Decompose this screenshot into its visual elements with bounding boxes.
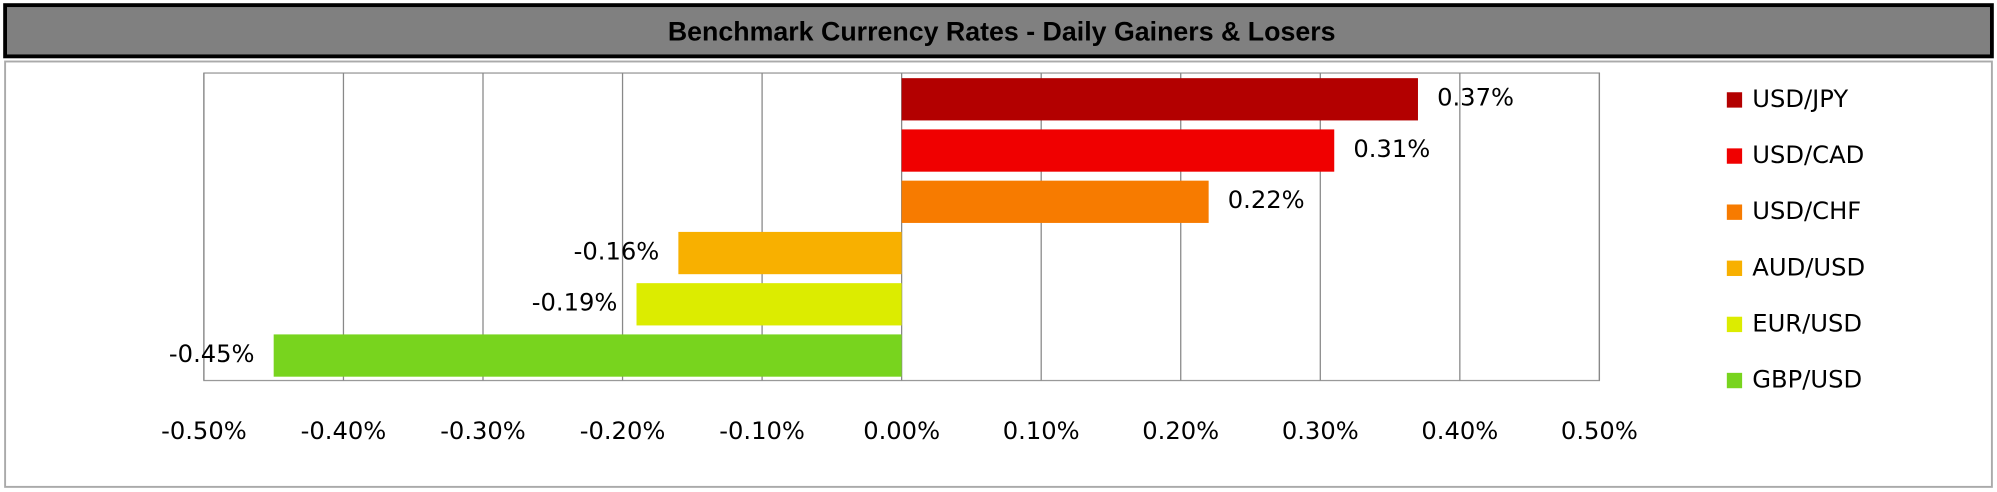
bar [678, 231, 902, 275]
x-tick-label: -0.40% [301, 416, 387, 445]
chart-title: Benchmark Currency Rates - Daily Gainers… [668, 16, 1336, 46]
data-label: 0.37% [1437, 83, 1514, 112]
legend-swatch [1726, 204, 1743, 220]
data-label: -0.19% [532, 288, 618, 317]
legend-label: GBP/USD [1752, 364, 1862, 393]
x-tick-label: 0.40% [1421, 416, 1498, 445]
legend-label: USD/JPY [1752, 84, 1848, 113]
legend-swatch [1726, 148, 1743, 164]
legend-swatch [1726, 316, 1743, 333]
legend-swatch [1726, 92, 1743, 108]
x-tick-label: 0.00% [863, 416, 940, 445]
x-tick-label: 0.50% [1561, 416, 1638, 445]
x-tick-label: 0.20% [1142, 416, 1219, 445]
legend-label: AUD/USD [1752, 252, 1865, 281]
x-tick-label: 0.10% [1003, 416, 1080, 445]
legend-label: USD/CHF [1752, 196, 1861, 225]
legend-label: USD/CAD [1752, 140, 1864, 169]
data-label: 0.22% [1228, 185, 1305, 214]
x-tick-label: -0.50% [161, 416, 247, 445]
data-label: -0.45% [169, 339, 255, 368]
x-tick-label: -0.10% [719, 416, 805, 445]
bar [636, 283, 902, 326]
title-bar [3, 3, 1994, 59]
data-label: -0.16% [574, 236, 660, 265]
legend-label: EUR/USD [1752, 308, 1862, 337]
data-label: 0.31% [1353, 134, 1430, 163]
bar [901, 180, 1209, 223]
x-tick-label: -0.20% [580, 416, 666, 445]
legend-swatch [1726, 260, 1743, 276]
bar [901, 129, 1335, 172]
bar [901, 78, 1418, 121]
bar [273, 334, 902, 377]
x-tick-label: -0.30% [440, 416, 526, 445]
legend-swatch [1726, 372, 1743, 389]
x-tick-label: 0.30% [1282, 416, 1359, 445]
